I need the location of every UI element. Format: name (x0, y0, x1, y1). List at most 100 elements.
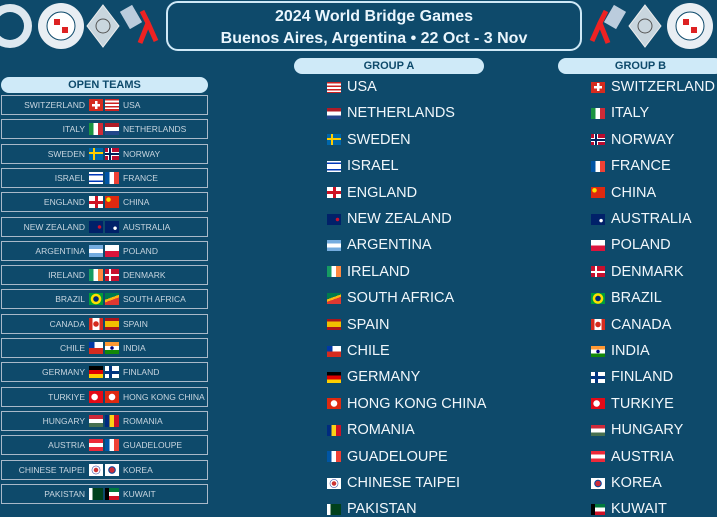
group-b-team: HUNGARY (591, 422, 683, 438)
home-team: SWEDEN (47, 148, 85, 159)
match-row[interactable]: IRELAND DENMARK (1, 265, 208, 286)
match-row[interactable]: ITALY NETHERLANDS (1, 119, 208, 140)
team-name: FINLAND (611, 369, 674, 386)
team-name: SWITZERLAND (611, 79, 715, 95)
group-a-team: ROMANIA (327, 422, 415, 438)
tango-cards-logo (120, 4, 159, 44)
team-name: CHILE (347, 343, 390, 359)
diamond-logo (86, 4, 120, 48)
hong-kong-china-flag-icon (327, 398, 341, 410)
away-team: KUWAIT (123, 488, 156, 499)
hong-kong-china-flag-icon (105, 390, 119, 403)
match-row[interactable]: TURKIYE HONG KONG CHINA (1, 386, 208, 407)
poland-flag-icon (591, 239, 605, 251)
match-row[interactable]: ARGENTINA POLAND (1, 240, 208, 261)
group-b-team: AUSTRALIA (591, 211, 692, 227)
world-bridge-federation-logo (38, 3, 84, 49)
team-name: DENMARK (611, 263, 684, 280)
new-zealand-flag-icon (327, 213, 341, 225)
chile-flag-icon (89, 342, 103, 354)
away-team: NETHERLANDS (123, 124, 187, 135)
tango-cards-logo (589, 4, 627, 44)
team-name: BRAZIL (611, 290, 662, 307)
italy-flag-icon (89, 123, 103, 136)
australia-flag-icon (105, 220, 119, 233)
team-name: POLAND (611, 237, 671, 254)
australia-flag-icon (591, 213, 605, 225)
team-name: TURKIYE (611, 395, 674, 412)
group-b-team: POLAND (591, 237, 671, 253)
group-b-header: GROUP B (558, 58, 717, 74)
away-team: SOUTH AFRICA (123, 294, 186, 305)
group-a-team: SOUTH AFRICA (327, 290, 454, 306)
south-africa-flag-icon (105, 293, 119, 306)
group-a-team: CHILE (327, 343, 390, 359)
home-team: AUSTRIA (48, 440, 85, 451)
france-flag-icon (591, 160, 605, 172)
match-row[interactable]: NEW ZEALAND AUSTRALIA (1, 216, 208, 237)
away-team: HONG KONG CHINA (123, 391, 205, 402)
pakistan-flag-icon (327, 503, 341, 515)
argentina-flag-icon (89, 244, 103, 257)
chinese-taipei-flag-icon (327, 477, 341, 489)
diamond-logo (628, 4, 662, 48)
germany-flag-icon (327, 371, 341, 383)
group-a-team: ARGENTINA (327, 237, 432, 253)
team-name: AUSTRIA (611, 448, 674, 465)
match-row[interactable]: ENGLAND CHINA (1, 192, 208, 213)
team-name: ISRAEL (347, 158, 399, 175)
match-row[interactable]: ISRAEL FRANCE (1, 167, 208, 188)
korea-flag-icon (105, 463, 119, 476)
israel-flag-icon (89, 171, 103, 184)
china-flag-icon (591, 187, 605, 199)
group-b-team: TURKIYE (591, 396, 674, 412)
match-row[interactable]: BRAZIL SOUTH AFRICA (1, 289, 208, 310)
team-name: USA (347, 79, 377, 95)
team-name: GUADELOUPE (347, 448, 448, 465)
match-row[interactable]: CHINESE TAIPEI KOREA (1, 459, 208, 480)
open-teams-header: OPEN TEAMS (1, 77, 208, 93)
match-row[interactable]: GERMANY FINLAND (1, 362, 208, 383)
spain-flag-icon (327, 319, 341, 331)
match-row[interactable]: SWITZERLAND USA (1, 95, 208, 115)
team-name: SOUTH AFRICA (347, 290, 455, 307)
away-team: POLAND (123, 245, 158, 256)
home-team: ISRAEL (54, 172, 85, 183)
team-name: NEW ZEALAND (347, 211, 452, 227)
spain-flag-icon (105, 317, 119, 330)
match-row[interactable]: CANADA SPAIN (1, 313, 208, 334)
austria-flag-icon (591, 451, 605, 463)
match-row[interactable]: PAKISTAN KUWAIT (1, 483, 208, 504)
turkiye-flag-icon (591, 398, 605, 410)
team-name: GERMANY (347, 369, 421, 386)
group-a-team: NETHERLANDS (327, 105, 455, 121)
away-team: FINLAND (123, 367, 160, 378)
india-flag-icon (591, 345, 605, 357)
usa-flag-icon (105, 99, 119, 111)
away-team: SPAIN (123, 318, 148, 329)
away-team: NORWAY (123, 148, 161, 159)
chinese-taipei-flag-icon (89, 463, 103, 476)
team-name: NETHERLANDS (347, 105, 455, 122)
france-flag-icon (105, 171, 119, 184)
match-row[interactable]: SWEDEN NORWAY (1, 143, 208, 164)
home-team: CHILE (59, 343, 85, 353)
home-team: ARGENTINA (35, 245, 85, 256)
group-a-team: ISRAEL (327, 158, 399, 174)
denmark-flag-icon (105, 269, 119, 282)
home-team: ITALY (62, 124, 85, 135)
event-subtitle: Buenos Aires, Argentina • 22 Oct - 3 Nov (220, 30, 528, 47)
home-team: ENGLAND (43, 197, 85, 208)
home-team: CANADA (49, 318, 85, 329)
canada-flag-icon (89, 317, 103, 330)
match-row[interactable]: HUNGARY ROMANIA (1, 410, 208, 431)
group-b-team: CANADA (591, 317, 671, 333)
group-a-team: SPAIN (327, 317, 389, 333)
england-flag-icon (327, 187, 341, 199)
match-row[interactable]: AUSTRIA GUADELOUPE (1, 435, 208, 456)
match-row[interactable]: CHILE INDIA (1, 338, 208, 358)
away-team: CHINA (123, 197, 150, 208)
pakistan-flag-icon (89, 487, 103, 500)
home-team: BRAZIL (55, 294, 85, 305)
group-a-team: IRELAND (327, 264, 410, 280)
